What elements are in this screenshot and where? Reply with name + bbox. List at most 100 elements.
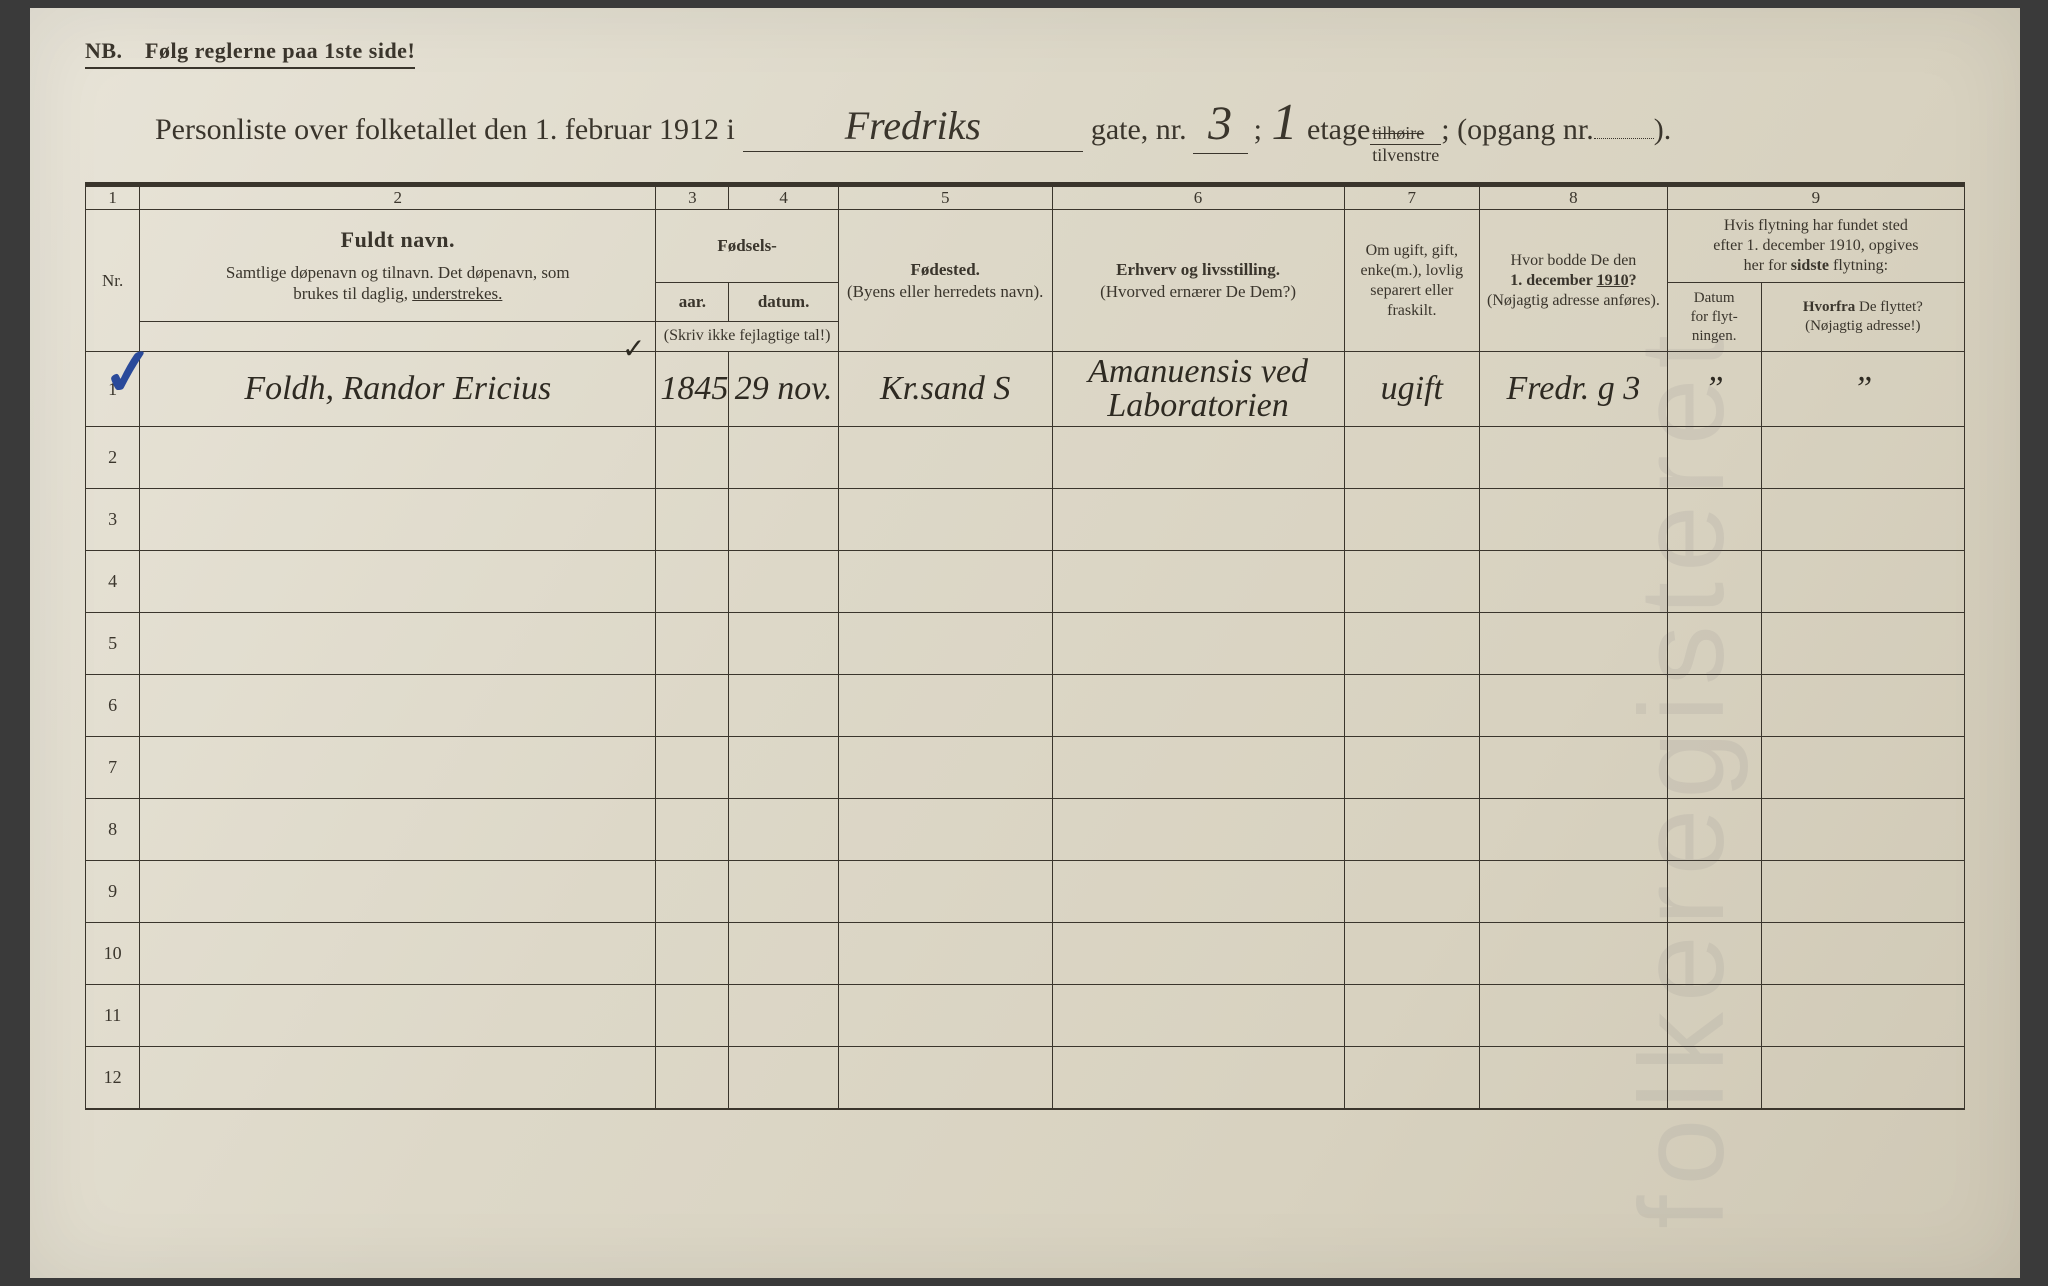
cell-occupation [1052,737,1344,799]
cell-nr: 11 [86,985,140,1047]
table-row: 7 [86,737,1965,799]
cell-occupation [1052,427,1344,489]
cell-move_from [1761,799,1964,861]
cell-prev_addr [1480,551,1668,613]
header-row-1: Nr. Fuldt navn. Samtlige døpenavn og til… [86,210,1965,283]
cell-name [140,923,656,985]
cell-nr: 10 [86,923,140,985]
cell-move_from [1761,489,1964,551]
cell-move_date [1667,675,1761,737]
cell-year: 1845 [656,352,729,427]
hdr-birth-note: (Skriv ikke fejlagtige tal!) [656,321,838,352]
handwritten-value: ” [1766,372,1960,406]
cell-date [729,427,838,489]
cell-marital [1344,613,1480,675]
side-top: tilhøire [1370,123,1441,145]
hdr-occupation: Erhverv og livsstilling. (Hvorved ernære… [1052,210,1344,352]
cell-nr: 4 [86,551,140,613]
side-fraction: tilhøire tilvenstre [1370,123,1441,166]
cell-move_from [1761,675,1964,737]
title-prefix: Personliste over folketallet den 1. febr… [155,113,735,147]
cell-year [656,737,729,799]
cell-move_date [1667,985,1761,1047]
cell-marital [1344,551,1480,613]
nb-header: NB. Følg reglerne paa 1ste side! [85,38,415,69]
colnum-6: 6 [1052,186,1344,210]
handwritten-value: 1845 [660,372,724,406]
cell-date [729,489,838,551]
table-row: 9 [86,861,1965,923]
cell-occupation [1052,675,1344,737]
cell-date [729,923,838,985]
side-bottom: tilvenstre [1370,145,1441,166]
cell-date: 29 nov. [729,352,838,427]
form-title-line: Personliste over folketallet den 1. febr… [155,93,1965,166]
cell-move_date [1667,737,1761,799]
cell-year [656,489,729,551]
cell-prev_addr [1480,861,1668,923]
handwritten-value: Fredr. g 3 [1484,372,1663,406]
colnum-9: 9 [1667,186,1964,210]
cell-nr: 3 [86,489,140,551]
cell-prev_addr [1480,489,1668,551]
table-row: 12 [86,1047,1965,1109]
cell-nr: 6 [86,675,140,737]
cell-year [656,613,729,675]
cell-nr: 7 [86,737,140,799]
cell-prev_addr [1480,985,1668,1047]
handwritten-value: Kr.sand S [843,372,1048,406]
street-name-fill: Fredriks [743,102,1083,152]
colnum-5: 5 [838,186,1052,210]
gate-label: gate, nr. [1091,113,1187,147]
handwritten-value: ugift [1349,372,1476,406]
table-row: 11 [86,985,1965,1047]
census-table: 1 2 3 4 5 6 7 8 9 Nr. Fuldt navn. Samtli… [85,185,1965,1110]
cell-move_date [1667,551,1761,613]
cell-name [140,675,656,737]
cell-occupation [1052,1047,1344,1109]
cell-marital [1344,427,1480,489]
hdr-move-top: Hvis flytning har fundet stedefter 1. de… [1667,210,1964,283]
cell-nr: 5 [86,613,140,675]
table-row: 1Foldh, Randor Ericius184529 nov.Kr.sand… [86,352,1965,427]
etage-number-fill: 1 [1262,93,1307,152]
cell-year [656,1047,729,1109]
cell-birthplace [838,489,1052,551]
cell-move_date [1667,1047,1761,1109]
table-row: 6 [86,675,1965,737]
census-form-page: NB. Følg reglerne paa 1ste side! Personl… [30,8,2020,1278]
hdr-birth-year: aar. [656,283,729,322]
colnum-4: 4 [729,186,838,210]
cell-date [729,861,838,923]
cell-date [729,799,838,861]
cell-prev_addr [1480,613,1668,675]
table-row: 2 [86,427,1965,489]
opgang-label: ; (opgang nr. [1441,113,1593,147]
cell-date [729,675,838,737]
cell-nr: 2 [86,427,140,489]
cell-occupation [1052,799,1344,861]
cell-birthplace: Kr.sand S [838,352,1052,427]
census-table-wrap: 1 2 3 4 5 6 7 8 9 Nr. Fuldt navn. Samtli… [85,182,1965,1110]
table-row: 10 [86,923,1965,985]
cell-name [140,799,656,861]
cell-prev_addr [1480,737,1668,799]
cell-marital [1344,861,1480,923]
cell-name [140,861,656,923]
cell-move_from [1761,613,1964,675]
cell-name [140,985,656,1047]
cell-birthplace [838,861,1052,923]
cell-birthplace [838,613,1052,675]
cell-move_from [1761,427,1964,489]
opgang-fill [1594,138,1654,139]
house-number-fill: 3 [1193,96,1248,154]
cell-move_date [1667,861,1761,923]
colnum-1: 1 [86,186,140,210]
cell-marital: ugift [1344,352,1480,427]
cell-move_from [1761,1047,1964,1109]
hdr-birth-date: datum. [729,283,838,322]
cell-name [140,1047,656,1109]
table-body: 1Foldh, Randor Ericius184529 nov.Kr.sand… [86,352,1965,1109]
blue-checkmark-icon: ✓ [98,333,159,412]
cell-name [140,427,656,489]
